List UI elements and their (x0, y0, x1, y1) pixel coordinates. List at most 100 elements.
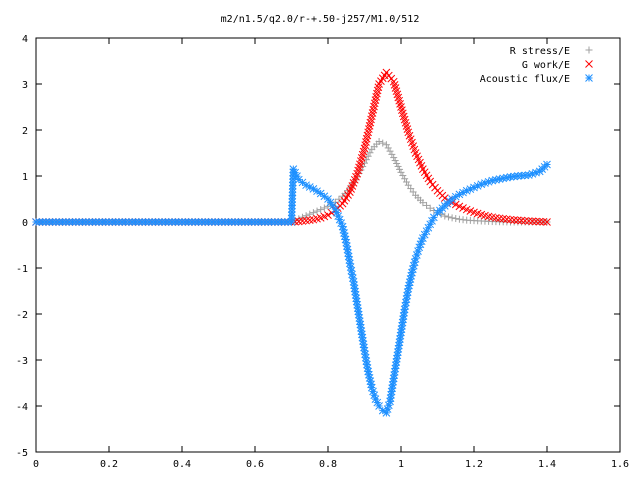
data-point (394, 348, 402, 356)
data-point (448, 214, 456, 222)
data-point (539, 217, 548, 226)
data-point (354, 310, 363, 319)
data-point (384, 144, 392, 152)
data-point (506, 215, 515, 224)
data-point (313, 207, 321, 215)
data-point (365, 125, 373, 133)
data-point (521, 216, 529, 225)
data-point (367, 115, 375, 124)
data-point (444, 213, 452, 221)
data-point (370, 102, 378, 111)
data-point (399, 172, 407, 180)
data-point (374, 83, 383, 92)
data-point (390, 154, 398, 162)
data-point (366, 118, 375, 127)
data-point (532, 217, 540, 226)
data-point (309, 209, 317, 217)
data-point (441, 212, 449, 220)
data-point (452, 215, 460, 223)
x-tick-label: 0.2 (100, 459, 118, 470)
data-point (324, 211, 332, 219)
data-point (402, 178, 410, 186)
data-point (362, 138, 370, 146)
data-point (517, 216, 526, 225)
legend-marker (585, 60, 593, 68)
data-point (369, 105, 378, 114)
y-tick-label: -2 (16, 310, 28, 321)
data-point (396, 165, 404, 173)
y-tick-label: -4 (16, 402, 28, 413)
data-point (543, 218, 551, 226)
data-point (386, 147, 394, 155)
data-point (401, 175, 409, 183)
data-point (367, 380, 375, 389)
data-point (367, 112, 376, 121)
data-point (305, 216, 314, 225)
data-point (317, 206, 325, 214)
y-tick-label: 4 (22, 34, 28, 45)
data-point (364, 152, 372, 160)
y-tick-label: -1 (16, 264, 28, 275)
data-point (382, 141, 390, 149)
legend-marker (585, 74, 593, 82)
y-tick-label: 3 (22, 80, 28, 91)
data-point (423, 201, 431, 209)
data-point (324, 202, 332, 210)
x-tick-label: 1.4 (538, 459, 556, 470)
y-tick-label: 2 (22, 126, 28, 137)
data-point (393, 159, 401, 167)
chart-title: m2/n1.5/q2.0/r-+.50-j257/M1.0/512 (221, 14, 420, 25)
data-point (451, 200, 460, 209)
legend: R stress/E G work/E Acoustic flux/E (480, 46, 593, 85)
data-point (371, 96, 380, 104)
data-point (528, 217, 537, 226)
ticks-layer: 0 0.2 0.4 0.6 0.8 1 1.2 1.4 1.6 4 3 2 1 0 -1 -2 -3 -4 -5 (16, 34, 629, 470)
y-tick-label: 1 (22, 172, 28, 183)
x-tick-label: 1.2 (465, 459, 483, 470)
data-point (372, 93, 381, 101)
data-point (398, 318, 407, 327)
x-tick-label: 0.8 (319, 459, 337, 470)
data-point (360, 144, 369, 153)
data-point (524, 217, 533, 225)
legend-label: G work/E (522, 60, 570, 71)
data-point (370, 99, 379, 108)
legend-marker (585, 46, 593, 54)
data-point (298, 213, 306, 221)
data-point (361, 141, 370, 150)
data-point (335, 195, 343, 203)
marks-layer (32, 68, 551, 417)
data-point (397, 168, 405, 176)
data-point (365, 122, 374, 130)
legend-label: R stress/E (510, 46, 570, 57)
data-point (426, 204, 434, 212)
data-point (351, 291, 360, 299)
x-tick-label: 1 (398, 459, 404, 470)
data-point (364, 128, 373, 137)
y-tick-label: 0 (22, 218, 28, 229)
x-tick-label: 0 (33, 459, 39, 470)
data-point (510, 216, 519, 224)
data-point (430, 207, 438, 214)
data-point (394, 162, 402, 170)
data-point (368, 109, 377, 117)
plot-frame (35, 37, 621, 453)
data-point (535, 217, 544, 226)
x-tick-label: 0.4 (173, 459, 191, 470)
data-point (391, 157, 399, 165)
data-point (513, 216, 522, 225)
y-tick-label: -5 (16, 448, 28, 459)
data-point (373, 86, 382, 95)
x-tick-label: 1.6 (611, 459, 629, 470)
data-point (320, 204, 328, 212)
data-point (429, 213, 438, 222)
data-point (407, 271, 416, 280)
series-2-points (32, 160, 551, 417)
data-point (366, 149, 374, 157)
y-tick-label: -3 (16, 356, 28, 367)
data-point (543, 160, 551, 169)
data-point (388, 150, 396, 158)
data-point (379, 139, 387, 147)
